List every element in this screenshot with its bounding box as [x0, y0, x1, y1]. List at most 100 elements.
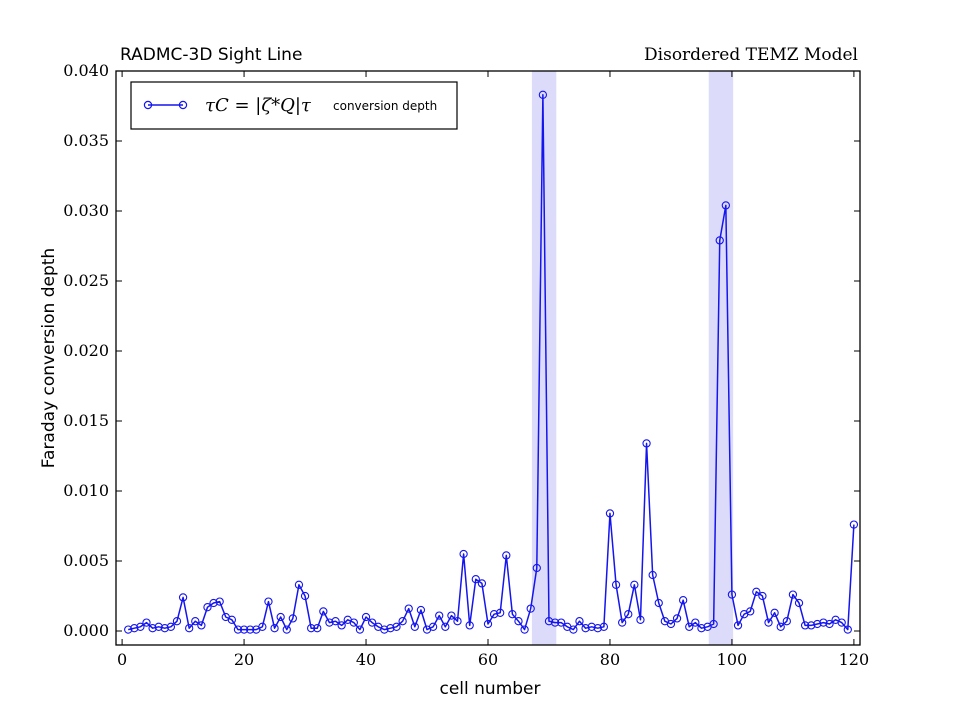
- data-point: [819, 618, 828, 627]
- data-point: [185, 624, 194, 633]
- legend-label-text: conversion depth: [333, 99, 437, 113]
- data-point: [746, 607, 755, 616]
- data-point: [691, 618, 700, 627]
- data-point: [313, 624, 322, 633]
- data-point: [575, 617, 584, 626]
- data-point: [758, 591, 767, 601]
- data-point: [349, 618, 358, 627]
- data-point: [849, 520, 859, 529]
- data-point: [300, 591, 310, 601]
- data-point: [648, 570, 657, 580]
- y-tick-label: 0.020: [63, 341, 109, 360]
- data-point: [142, 618, 151, 627]
- x-tick-label: 20: [234, 650, 254, 669]
- data-point: [178, 593, 188, 602]
- x-tick-label: 100: [717, 650, 748, 669]
- data-point: [197, 621, 206, 630]
- data-point: [624, 610, 633, 619]
- data-point: [337, 621, 346, 630]
- data-point: [752, 587, 761, 596]
- data-point: [782, 617, 791, 626]
- chart-title-left: RADMC-3D Sight Line: [120, 45, 302, 65]
- data-point: [776, 622, 785, 631]
- data-point: [172, 617, 182, 626]
- data-point: [166, 622, 176, 631]
- data-point: [416, 605, 426, 615]
- x-axis-label: cell number: [439, 679, 540, 699]
- data-point: [593, 624, 602, 633]
- y-axis-label: Faraday conversion depth: [39, 248, 59, 468]
- data-point: [148, 624, 157, 633]
- x-tick-label: 40: [356, 650, 376, 669]
- series-line: [128, 94, 855, 631]
- data-point: [264, 597, 273, 606]
- data-point: [764, 618, 773, 627]
- data-point: [428, 622, 438, 631]
- data-point: [392, 622, 401, 631]
- data-point: [825, 619, 834, 629]
- shaded-region-2: [708, 71, 734, 645]
- legend-marker-right: [178, 100, 188, 110]
- data-point: [489, 610, 499, 619]
- data-point: [398, 617, 407, 626]
- data-point: [380, 625, 389, 634]
- data-point: [227, 615, 237, 624]
- data-point: [367, 618, 377, 627]
- data-point: [666, 619, 676, 629]
- data-point: [550, 618, 560, 627]
- x-tick-label: 60: [478, 650, 498, 669]
- data-point: [654, 598, 663, 608]
- data-point: [618, 618, 627, 627]
- data-point: [483, 619, 493, 629]
- data-point: [441, 622, 450, 631]
- data-point: [331, 617, 340, 626]
- y-tick-label: 0.010: [63, 481, 109, 500]
- data-point: [288, 614, 297, 623]
- data-point: [471, 575, 480, 584]
- data-point: [679, 596, 688, 605]
- legend-label-math: τC = |ζ*Q|τ: [205, 95, 312, 116]
- data-point: [404, 604, 413, 613]
- data-point: [727, 590, 737, 599]
- y-axis: 0.000 0.005 0.010 0.015 0.020 0.025 0.030 0.035…: [63, 61, 860, 640]
- y-tick-label: 0.015: [63, 411, 109, 430]
- data-point: [538, 90, 548, 99]
- data-point: [294, 580, 304, 589]
- data-point: [599, 622, 609, 631]
- data-point: [514, 617, 523, 626]
- data-point: [410, 622, 419, 631]
- data-point: [160, 624, 169, 633]
- data-point: [800, 621, 810, 630]
- data-point: [325, 618, 334, 627]
- legend-box: [130, 81, 458, 130]
- data-point: [361, 612, 371, 622]
- data-point: [258, 622, 267, 631]
- data-point: [794, 598, 804, 608]
- data-point: [709, 619, 718, 629]
- data-point: [605, 509, 615, 518]
- data-point: [569, 625, 578, 634]
- x-tick-label: 80: [600, 650, 620, 669]
- data-point: [191, 617, 200, 626]
- data-point: [306, 624, 316, 633]
- chart-title-right: Disordered TEMZ Model: [644, 45, 858, 65]
- data-point: [477, 579, 487, 588]
- data-point: [587, 622, 596, 631]
- data-point: [557, 618, 566, 627]
- data-point: [233, 625, 243, 634]
- data-point: [636, 615, 645, 624]
- data-point: [154, 622, 163, 631]
- data-point: [837, 618, 846, 627]
- data-point: [355, 625, 365, 634]
- data-point: [715, 236, 724, 245]
- data-point: [611, 580, 621, 589]
- y-tick-label: 0.000: [63, 621, 109, 640]
- data-point: [319, 607, 328, 616]
- data-point: [770, 608, 779, 617]
- data-point: [685, 622, 694, 631]
- data-point: [581, 624, 590, 633]
- data-point: [813, 619, 822, 629]
- data-point: [520, 625, 529, 634]
- data-point: [721, 201, 730, 210]
